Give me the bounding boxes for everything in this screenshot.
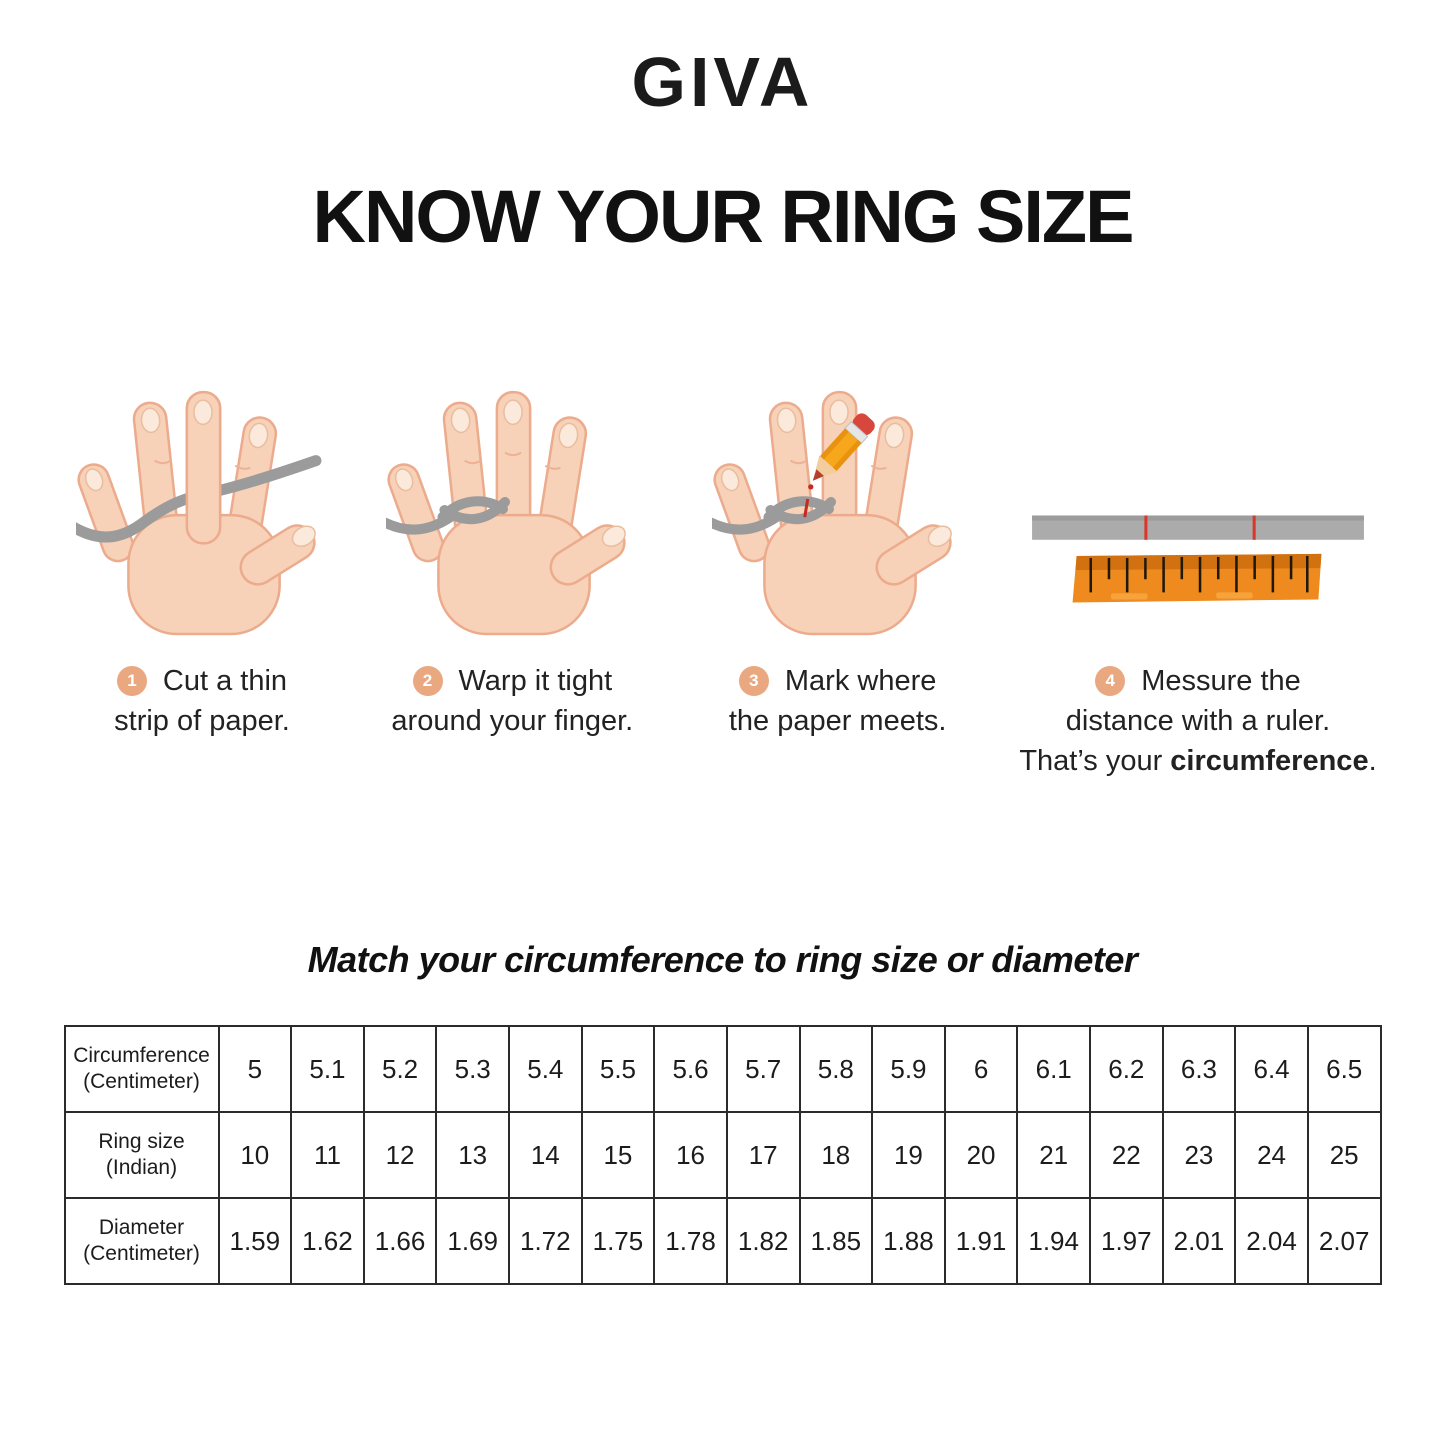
table-cell: 6.1 <box>1016 1025 1091 1113</box>
table-cell: 25 <box>1306 1111 1382 1199</box>
table-cell: 18 <box>798 1111 874 1199</box>
table-cell: 2.07 <box>1306 1197 1382 1285</box>
table-cell: 15 <box>580 1111 656 1199</box>
table-cell: 24 <box>1234 1111 1309 1199</box>
step-2-line2: around your finger. <box>391 705 634 737</box>
step-2: 2 Warp it tight around your finger. <box>352 355 672 781</box>
page-title: KNOW YOUR RING SIZE <box>312 175 1135 258</box>
hand-strip-wrapped-illustration <box>352 355 672 647</box>
table-cell: 1.91 <box>943 1197 1019 1285</box>
table-cell: 1.59 <box>217 1197 293 1285</box>
table-cell: 5.6 <box>653 1025 728 1113</box>
steps-row: 1 Cut a thin strip of paper. <box>52 355 1393 781</box>
hand-strip-pencil-illustration <box>673 355 1003 647</box>
red-mark <box>1144 515 1148 540</box>
paper-strip <box>386 496 511 535</box>
pencil-icon <box>812 413 875 481</box>
table-row: Diameter (Centimeter) 1.59 1.62 1.66 1.69 1.72… <box>63 1197 1382 1285</box>
step-3-line1: Mark where <box>784 665 937 697</box>
step-4-line2: distance with a ruler. <box>1065 705 1331 737</box>
table-cell: 1.78 <box>653 1197 728 1285</box>
table-cell: 23 <box>1161 1111 1237 1199</box>
brand-logo: GIVA <box>631 43 814 121</box>
table-cell: 5.3 <box>435 1025 510 1113</box>
table-cell: 2.04 <box>1234 1197 1309 1285</box>
table-cell: 1.94 <box>1016 1197 1091 1285</box>
table-row: Ring size (Indian) 10 11 12 13 14 15 16 17 18 19 20 2… <box>63 1111 1382 1199</box>
red-dot <box>807 484 814 490</box>
table-cell: 22 <box>1089 1111 1164 1199</box>
table-cell: 17 <box>725 1111 801 1199</box>
step-2-caption: 2 Warp it tight around your finger. <box>391 661 633 741</box>
table-cell: 12 <box>362 1111 438 1199</box>
ring-size-table-body: Circumference (Centimeter) 5 5.1 5.2 5.3 5.4 5.… <box>63 1025 1382 1285</box>
step-1-line2: strip of paper. <box>114 705 290 737</box>
table-cell: 5.8 <box>798 1025 874 1113</box>
table-cell: 5.4 <box>508 1025 583 1113</box>
red-mark <box>802 498 809 518</box>
hand-icon <box>711 390 952 636</box>
ring-size-table: Circumference (Centimeter) 5 5.1 5.2 5.3 5.4 5.… <box>63 1025 1382 1285</box>
paper-strip <box>711 496 836 535</box>
step-3-caption: 3 Mark where the paper meets. <box>729 661 947 741</box>
table-cell: 19 <box>871 1111 946 1199</box>
table-cell: 5.2 <box>362 1025 438 1113</box>
step-1-caption: 1 Cut a thin strip of paper. <box>114 661 290 741</box>
table-cell: 10 <box>217 1111 293 1199</box>
table-cell: 1.72 <box>508 1197 583 1285</box>
table-cell: 6.2 <box>1089 1025 1164 1113</box>
table-cell: 1.62 <box>290 1197 365 1285</box>
step-3-badge: 3 <box>738 666 769 696</box>
table-cell: 1.69 <box>435 1197 510 1285</box>
table-cell: 1.66 <box>362 1197 438 1285</box>
table-cell: 21 <box>1016 1111 1091 1199</box>
strip-and-ruler-illustration <box>1003 355 1393 647</box>
table-row: Circumference (Centimeter) 5 5.1 5.2 5.3 5.4 5.… <box>63 1025 1382 1113</box>
table-cell: 1.82 <box>725 1197 801 1285</box>
table-cell: 5.5 <box>580 1025 656 1113</box>
step-1-line1: Cut a thin <box>162 665 288 697</box>
table-cell: 5.1 <box>290 1025 365 1113</box>
step-3-line2: the paper meets. <box>728 705 947 737</box>
step-2-badge: 2 <box>412 666 443 696</box>
step-2-line1: Warp it tight <box>458 665 613 697</box>
table-cell: 6.3 <box>1161 1025 1237 1113</box>
table-cell: 1.97 <box>1089 1197 1164 1285</box>
table-subtitle: Match your circumference to ring size or… <box>307 939 1138 980</box>
step-4-line1: Messure the <box>1141 665 1301 697</box>
red-mark <box>1252 515 1256 540</box>
table-cell: 6.5 <box>1306 1025 1382 1113</box>
table-cell: 5.9 <box>871 1025 946 1113</box>
step-1-badge: 1 <box>116 666 147 696</box>
paper-strip <box>76 455 322 543</box>
step-3: 3 Mark where the paper meets. <box>673 355 1003 781</box>
table-cell: 13 <box>435 1111 510 1199</box>
table-cell: 1.88 <box>871 1197 946 1285</box>
step-1: 1 Cut a thin strip of paper. <box>52 355 352 781</box>
row-label: Diameter (Centimeter) <box>63 1197 220 1285</box>
table-cell: 5.7 <box>725 1025 801 1113</box>
table-cell: 14 <box>508 1111 583 1199</box>
table-cell: 5 <box>217 1025 293 1113</box>
table-cell: 20 <box>943 1111 1019 1199</box>
ruler-icon <box>1032 515 1364 603</box>
table-cell: 11 <box>290 1111 365 1199</box>
step-4: 4 Messure the distance with a ruler. Tha… <box>1003 355 1393 781</box>
step-4-line3: That’s your circumference. <box>1019 745 1377 777</box>
hand-with-paper-strip-illustration <box>52 355 352 647</box>
hand-icon <box>76 390 322 636</box>
table-cell: 6 <box>943 1025 1019 1113</box>
table-cell: 2.01 <box>1161 1197 1237 1285</box>
hand-icon <box>386 390 627 636</box>
row-label: Ring size (Indian) <box>63 1111 220 1199</box>
step-4-badge: 4 <box>1095 666 1126 696</box>
table-cell: 16 <box>653 1111 728 1199</box>
table-cell: 1.75 <box>580 1197 656 1285</box>
step-4-caption: 4 Messure the distance with a ruler. Tha… <box>1019 661 1376 781</box>
row-label: Circumference (Centimeter) <box>63 1025 220 1113</box>
table-cell: 6.4 <box>1234 1025 1309 1113</box>
table-cell: 1.85 <box>798 1197 874 1285</box>
